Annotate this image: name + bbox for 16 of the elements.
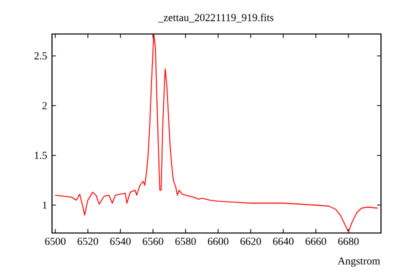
x-tick-label: 6520: [78, 238, 98, 245]
x-tick-label: 6620: [240, 238, 261, 245]
x-tick-label: 6560: [142, 238, 164, 245]
x-axis-title: Angstrom: [338, 257, 380, 267]
x-tick-label: 6580: [175, 238, 196, 245]
x-tick-label: 6660: [306, 238, 326, 245]
x-tick-label: 6600: [208, 238, 228, 245]
y-tick-label: 1.5: [34, 152, 47, 159]
chart-title: _zettau_20221119_919.fits: [158, 14, 274, 22]
x-tick-label: 6680: [338, 238, 359, 245]
y-tick-label: 2.5: [34, 52, 47, 60]
x-tick-label: 6500: [45, 238, 66, 245]
y-tick-label: 1: [42, 202, 47, 209]
y-tick-label: 2: [42, 102, 47, 110]
x-tick-label: 6540: [110, 238, 131, 245]
x-tick-label: 6640: [273, 238, 294, 245]
